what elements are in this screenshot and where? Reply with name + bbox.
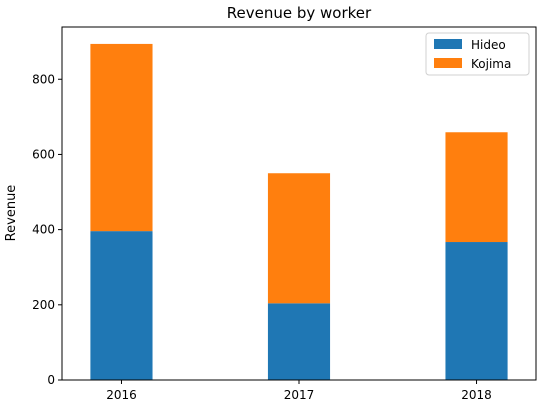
bar-kojima-2018 xyxy=(445,132,508,243)
bar-hideo-2017 xyxy=(267,303,331,380)
legend: Hideo Kojima xyxy=(425,32,530,76)
y-tick-label: 200 xyxy=(32,298,55,312)
x-tick-label: 2016 xyxy=(106,388,137,402)
y-tick-label: 400 xyxy=(32,223,55,237)
bar-kojima-2016 xyxy=(90,43,153,232)
legend-label-hideo: Hideo xyxy=(471,38,506,52)
chart-title: Revenue by worker xyxy=(227,4,372,22)
y-tick-label: 0 xyxy=(47,373,55,387)
legend-swatch-hideo xyxy=(434,39,462,49)
x-tick-label: 2018 xyxy=(461,388,492,402)
y-axis-title: Revenue xyxy=(4,185,19,242)
x-tick-label: 2017 xyxy=(284,388,315,402)
bar-hideo-2016 xyxy=(90,231,153,380)
plot-area: 0 200 400 600 800 2016 2017 2018 xyxy=(32,26,537,402)
legend-swatch-kojima xyxy=(434,58,462,68)
y-tick-label: 600 xyxy=(32,147,55,161)
bar-kojima-2017 xyxy=(267,173,331,304)
bar-hideo-2018 xyxy=(445,242,508,380)
y-tick-label: 800 xyxy=(32,72,55,86)
legend-label-kojima: Kojima xyxy=(471,57,511,71)
